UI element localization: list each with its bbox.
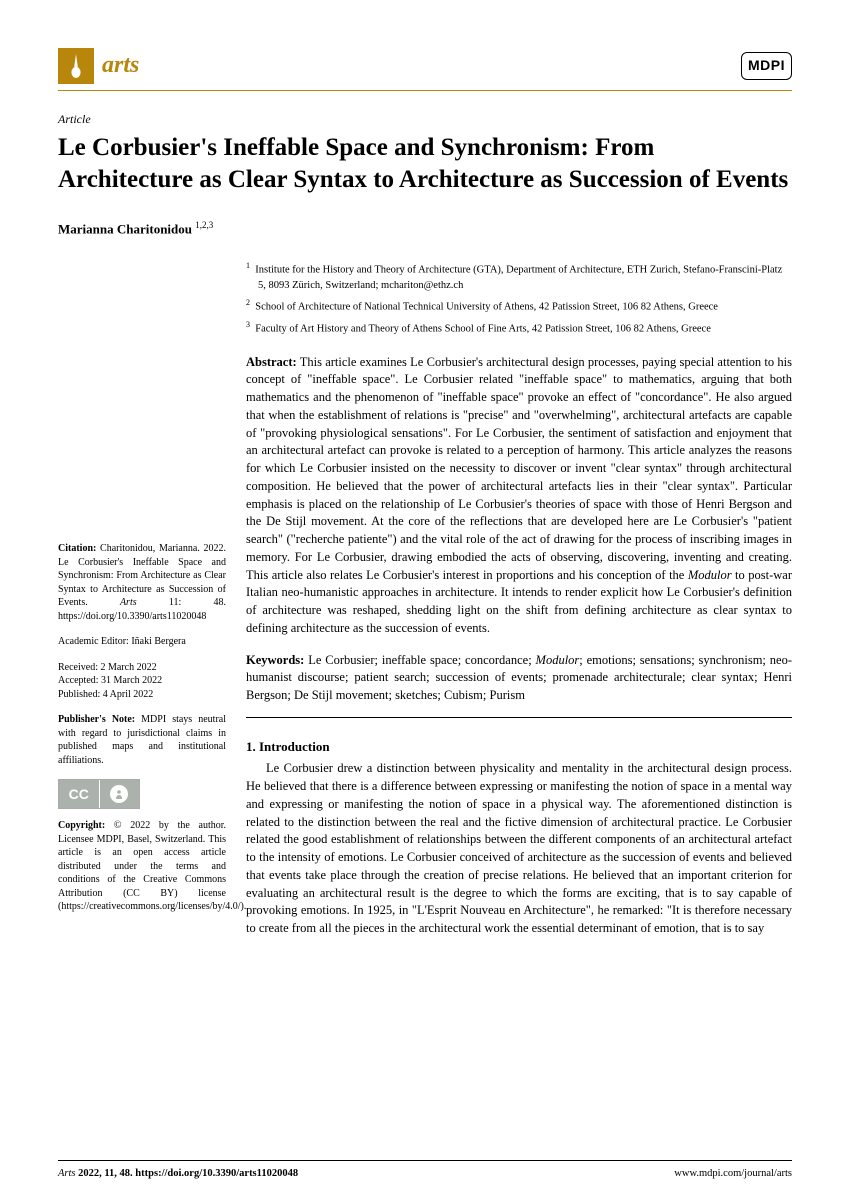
affiliation-2: 2 School of Architecture of National Tec… [246,297,792,315]
copyright-label: Copyright: [58,820,105,831]
affiliation-1: 1 Institute for the History and Theory o… [246,260,792,293]
keywords: Keywords: Le Corbusier; ineffable space;… [246,652,792,705]
publishers-note-block: Publisher's Note: MDPI stays neutral wit… [58,713,226,767]
page-header: arts MDPI [58,48,792,84]
footer-journal: Arts [58,1168,76,1179]
author-line: Marianna Charitonidou 1,2,3 [58,219,792,239]
footer-citation: 2022, 11, 48. https://doi.org/10.3390/ar… [76,1168,299,1179]
editor-label: Academic Editor: [58,636,131,647]
header-divider [58,90,792,91]
abstract: Abstract: This article examines Le Corbu… [246,354,792,638]
keywords-divider [246,717,792,718]
abstract-text: This article examines Le Corbusier's arc… [246,355,792,582]
copyright-block: Copyright: © 2022 by the author. License… [58,819,226,914]
citation-journal: Arts [120,597,137,608]
brush-icon [58,48,94,84]
publisher-badge: MDPI [741,52,792,80]
journal-logo: arts [58,48,139,84]
affiliation-3: 3 Faculty of Art History and Theory of A… [246,319,792,337]
citation-label: Citation: [58,543,96,554]
footer-right: www.mdpi.com/journal/arts [674,1167,792,1182]
editor-name: Iñaki Bergera [131,636,186,647]
keywords-label: Keywords: [246,653,304,667]
journal-name: arts [102,49,139,83]
article-type: Article [58,111,792,128]
published-date: Published: 4 April 2022 [58,688,226,702]
abstract-modulor: Modulor [688,568,732,582]
cc-by-icon: CC [58,779,140,809]
section-1-body: Le Corbusier drew a distinction between … [246,760,792,938]
abstract-label: Abstract: [246,355,297,369]
footer-left: Arts 2022, 11, 48. https://doi.org/10.33… [58,1167,298,1182]
author-affil-sup: 1,2,3 [195,220,213,230]
received-date: Received: 2 March 2022 [58,661,226,675]
keywords-text-1: Le Corbusier; ineffable space; concordan… [304,653,535,667]
author-name: Marianna Charitonidou [58,221,192,236]
article-title: Le Corbusier's Ineffable Space and Synch… [58,132,792,197]
affiliations: 1 Institute for the History and Theory o… [246,260,792,337]
section-1-heading: 1. Introduction [246,738,792,756]
editor-block: Academic Editor: Iñaki Bergera [58,635,226,649]
pubnote-label: Publisher's Note: [58,714,135,725]
accepted-date: Accepted: 31 March 2022 [58,674,226,688]
main-column: 1 Institute for the History and Theory o… [246,260,792,937]
dates-block: Received: 2 March 2022 Accepted: 31 Marc… [58,661,226,702]
copyright-text: © 2022 by the author. Licensee MDPI, Bas… [58,820,246,912]
citation-block: Citation: Charitonidou, Marianna. 2022. … [58,542,226,623]
sidebar: Citation: Charitonidou, Marianna. 2022. … [58,260,226,937]
page-footer: Arts 2022, 11, 48. https://doi.org/10.33… [58,1160,792,1182]
keywords-modulor: Modulor [536,653,580,667]
